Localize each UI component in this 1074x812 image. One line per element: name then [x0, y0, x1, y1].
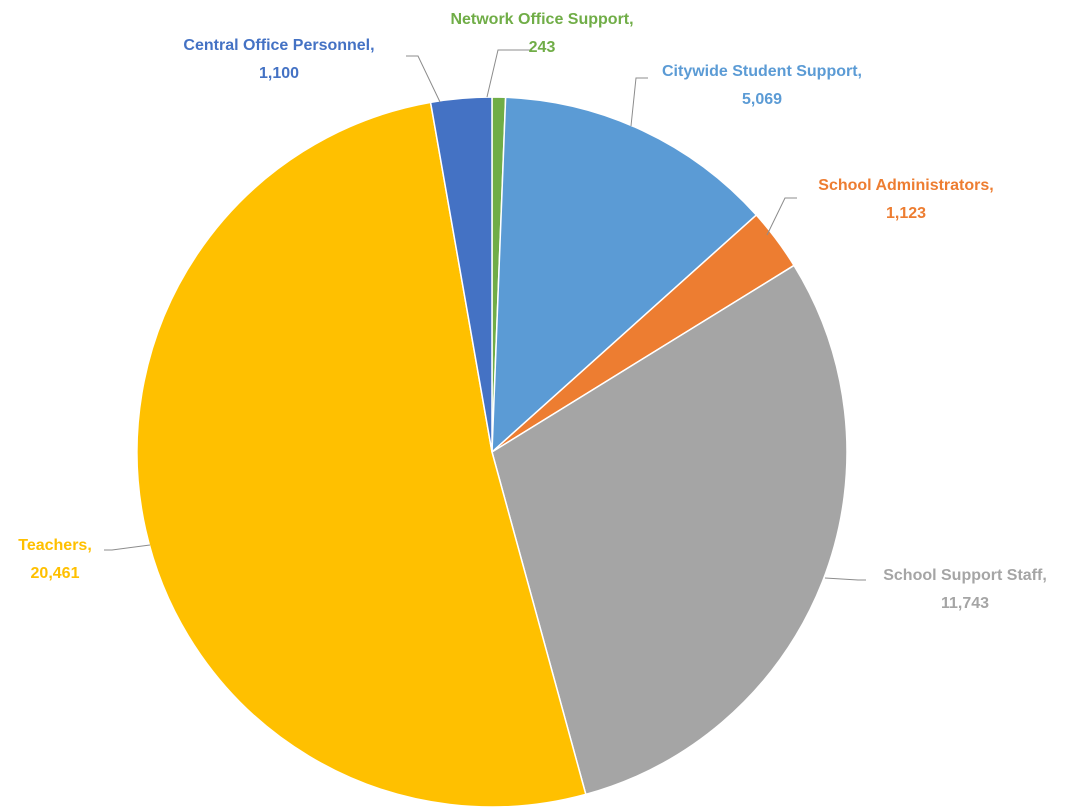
slice-label-value: 1,123 [886, 205, 926, 222]
slice-label-teachers: Teachers, 20,461 [18, 537, 92, 582]
leader-line-teachers [104, 544, 151, 551]
slice-label-central-office-personnel: Central Office Personnel, 1,100 [183, 37, 374, 82]
leader-line-central-office-personnel [406, 55, 441, 103]
slice-label-network-office-support: Network Office Support, 243 [450, 11, 633, 56]
pie-slice-central-office-personnel [429, 96, 493, 453]
slice-label-name: Central Office Personnel, [183, 37, 374, 54]
leader-line-citywide-student-support [630, 77, 648, 127]
leader-lines [104, 49, 866, 581]
slice-label-value: 1,100 [259, 65, 299, 82]
slice-label-value: 20,461 [31, 565, 80, 582]
pie-slice-school-support-staff [491, 264, 848, 796]
slice-label-school-administrators: School Administrators, 1,123 [818, 177, 993, 222]
slice-label-value: 11,743 [941, 595, 989, 612]
pie-slice-teachers [136, 101, 587, 808]
slice-label-school-support-staff: School Support Staff, 11,743 [883, 567, 1047, 612]
slice-labels: Network Office Support, 243 Citywide Stude… [18, 11, 1047, 612]
pie-slice-citywide-student-support [491, 96, 758, 453]
slice-label-name: School Support Staff, [883, 567, 1047, 584]
pie-slices [136, 96, 848, 808]
leader-line-school-support-staff [824, 577, 866, 581]
slice-label-citywide-student-support: Citywide Student Support, 5,069 [662, 63, 862, 108]
slice-label-name: School Administrators, [818, 177, 993, 194]
slice-label-value: 5,069 [742, 91, 782, 108]
slice-label-value: 243 [529, 39, 556, 56]
slice-label-name: Network Office Support, [450, 11, 633, 28]
leader-line-school-administrators [766, 197, 797, 236]
leader-line-network-office-support [486, 49, 530, 98]
slice-label-name: Citywide Student Support, [662, 63, 862, 80]
slice-label-name: Teachers, [18, 537, 92, 554]
